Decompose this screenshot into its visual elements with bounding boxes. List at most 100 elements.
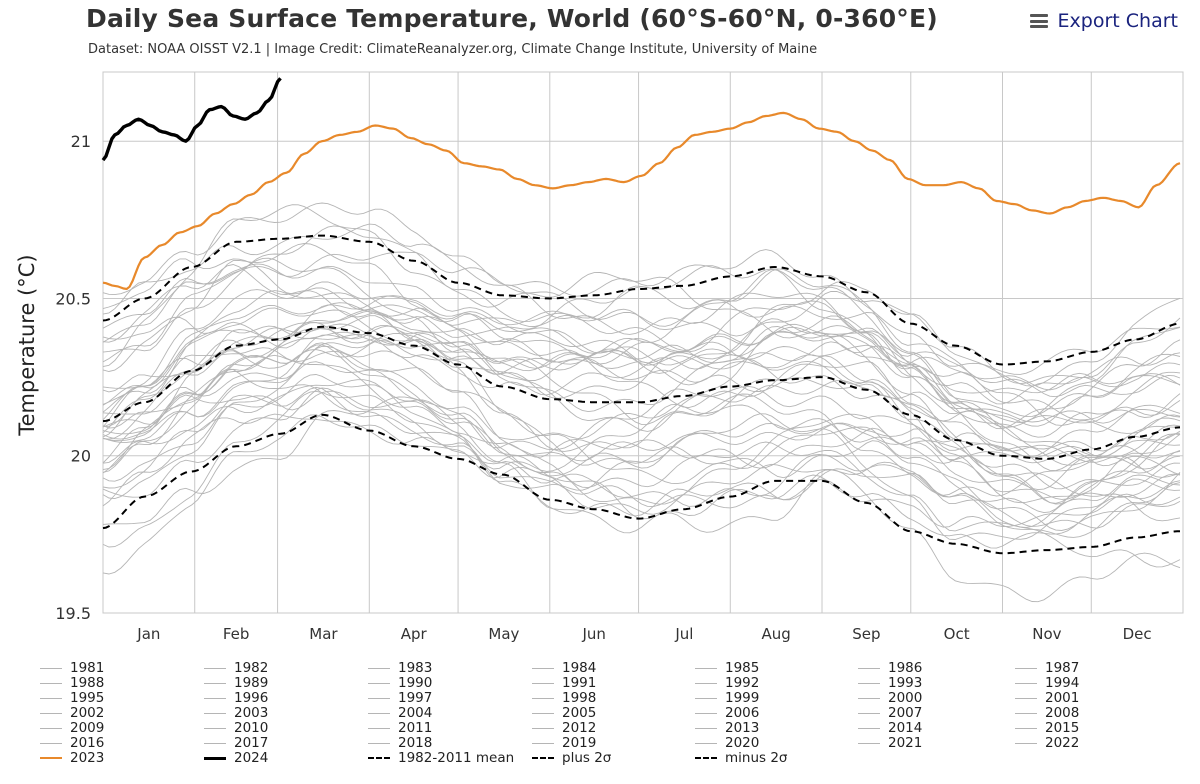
legend-item-1988[interactable]: 1988: [40, 675, 104, 691]
legend-item-1981[interactable]: 1981: [40, 660, 104, 676]
legend-item-2013[interactable]: 2013: [695, 720, 759, 736]
y-tick-label: 20.5: [55, 289, 91, 308]
series-line-2015: [102, 204, 1181, 421]
legend-label: 2018: [398, 735, 433, 751]
series-line-1999: [102, 342, 1181, 441]
legend-swatch: [368, 742, 390, 744]
month-label-jan: Jan: [136, 625, 160, 643]
legend-label: 2011: [398, 720, 433, 736]
legend-item-2003[interactable]: 2003: [204, 705, 268, 721]
legend-swatch: [40, 697, 62, 699]
legend-item-2002[interactable]: 2002: [40, 705, 104, 721]
legend-label: 1983: [398, 660, 433, 676]
series-line-minus-2-: [102, 413, 1181, 555]
legend-swatch: [368, 727, 390, 729]
chart-title: Daily Sea Surface Temperature, World (60…: [86, 4, 938, 33]
legend-label: 1993: [888, 675, 923, 691]
legend-item-2012[interactable]: 2012: [532, 720, 596, 736]
export-chart-label: Export Chart: [1057, 10, 1178, 32]
series-line-1982: [102, 414, 1181, 575]
series-line-2012: [102, 257, 1181, 391]
series-line-1985: [102, 390, 1181, 548]
legend-item-2019[interactable]: 2019: [532, 735, 596, 751]
legend-swatch: [858, 742, 880, 744]
legend-item-plus-2-[interactable]: plus 2σ: [532, 750, 611, 766]
legend-item-2007[interactable]: 2007: [858, 705, 922, 721]
legend-swatch: [1015, 742, 1037, 744]
chart-subtitle: Dataset: NOAA OISST V2.1 | Image Credit:…: [88, 42, 818, 57]
legend-item-2017[interactable]: 2017: [204, 735, 268, 751]
legend-item-2004[interactable]: 2004: [368, 705, 432, 721]
series-line-2007: [102, 300, 1181, 405]
series-line-2016: [102, 263, 1181, 438]
legend-swatch: [40, 712, 62, 714]
series-line-2013: [102, 268, 1181, 418]
legend-item-1986[interactable]: 1986: [858, 660, 922, 676]
month-label-oct: Oct: [944, 625, 970, 643]
legend-item-1983[interactable]: 1983: [368, 660, 432, 676]
legend-item-2024[interactable]: 2024: [204, 750, 268, 766]
legend-item-2005[interactable]: 2005: [532, 705, 596, 721]
legend-item-2023[interactable]: 2023: [40, 750, 104, 766]
legend-item-1999[interactable]: 1999: [695, 690, 759, 706]
legend-swatch: [368, 667, 390, 669]
legend-item-2022[interactable]: 2022: [1015, 735, 1079, 751]
series-line-2006: [102, 321, 1181, 456]
legend-item-2010[interactable]: 2010: [204, 720, 268, 736]
legend-item-2014[interactable]: 2014: [858, 720, 922, 736]
legend-label: 2015: [1045, 720, 1080, 736]
legend-item-1991[interactable]: 1991: [532, 675, 596, 691]
chart-canvas: 19.5 20 20.5 21 Jan Feb Mar Apr May Jun Jul Aug Sep O…: [55, 71, 1184, 643]
legend-item-2001[interactable]: 2001: [1015, 690, 1079, 706]
legend-item-2011[interactable]: 2011: [368, 720, 432, 736]
legend-label: 2016: [70, 735, 105, 751]
legend-item-2000[interactable]: 2000: [858, 690, 922, 706]
month-label-sep: Sep: [852, 625, 880, 643]
legend-label: 2001: [1045, 690, 1080, 706]
legend-item-1995[interactable]: 1995: [40, 690, 104, 706]
hamburger-menu-icon: [1029, 14, 1048, 28]
legend-item-1982[interactable]: 1982: [204, 660, 268, 676]
legend-item-1992[interactable]: 1992: [695, 675, 759, 691]
legend-swatch: [368, 682, 390, 684]
legend-item-2008[interactable]: 2008: [1015, 705, 1079, 721]
legend-label: minus 2σ: [725, 750, 788, 766]
legend-item-2018[interactable]: 2018: [368, 735, 432, 751]
legend-item-2009[interactable]: 2009: [40, 720, 104, 736]
month-label-mar: Mar: [309, 625, 338, 643]
legend-swatch: [40, 742, 62, 744]
legend-item-1984[interactable]: 1984: [532, 660, 596, 676]
series-line-2019: [102, 258, 1181, 387]
legend-item-2020[interactable]: 2020: [695, 735, 759, 751]
legend-item-1987[interactable]: 1987: [1015, 660, 1079, 676]
legend-swatch: [695, 697, 717, 699]
legend-item-1993[interactable]: 1993: [858, 675, 922, 691]
legend-item-1997[interactable]: 1997: [368, 690, 432, 706]
legend-item-1985[interactable]: 1985: [695, 660, 759, 676]
legend-item-minus-2-[interactable]: minus 2σ: [695, 750, 787, 766]
legend-swatch: [204, 727, 226, 729]
legend-item-1998[interactable]: 1998: [532, 690, 596, 706]
legend-label: 1991: [562, 675, 597, 691]
legend-swatch: [1015, 682, 1037, 684]
legend-item-2015[interactable]: 2015: [1015, 720, 1079, 736]
legend-label: 1999: [725, 690, 760, 706]
legend-item-2021[interactable]: 2021: [858, 735, 922, 751]
month-label-feb: Feb: [223, 625, 250, 643]
series-line-2022: [102, 202, 1181, 375]
legend-item-1982-2011-mean[interactable]: 1982-2011 mean: [368, 750, 514, 766]
legend-item-2006[interactable]: 2006: [695, 705, 759, 721]
series-line-plus-2-: [102, 234, 1181, 366]
export-chart-button[interactable]: Export Chart: [1029, 10, 1178, 32]
legend-label: 1987: [1045, 660, 1080, 676]
legend-item-1994[interactable]: 1994: [1015, 675, 1079, 691]
legend-label: 2014: [888, 720, 923, 736]
legend-label: 1996: [234, 690, 269, 706]
legend-swatch: [1015, 697, 1037, 699]
legend-item-2016[interactable]: 2016: [40, 735, 104, 751]
legend-item-1990[interactable]: 1990: [368, 675, 432, 691]
legend-item-1996[interactable]: 1996: [204, 690, 268, 706]
legend-item-1989[interactable]: 1989: [204, 675, 268, 691]
series-line-2018: [102, 264, 1181, 385]
legend-swatch: [532, 757, 554, 759]
